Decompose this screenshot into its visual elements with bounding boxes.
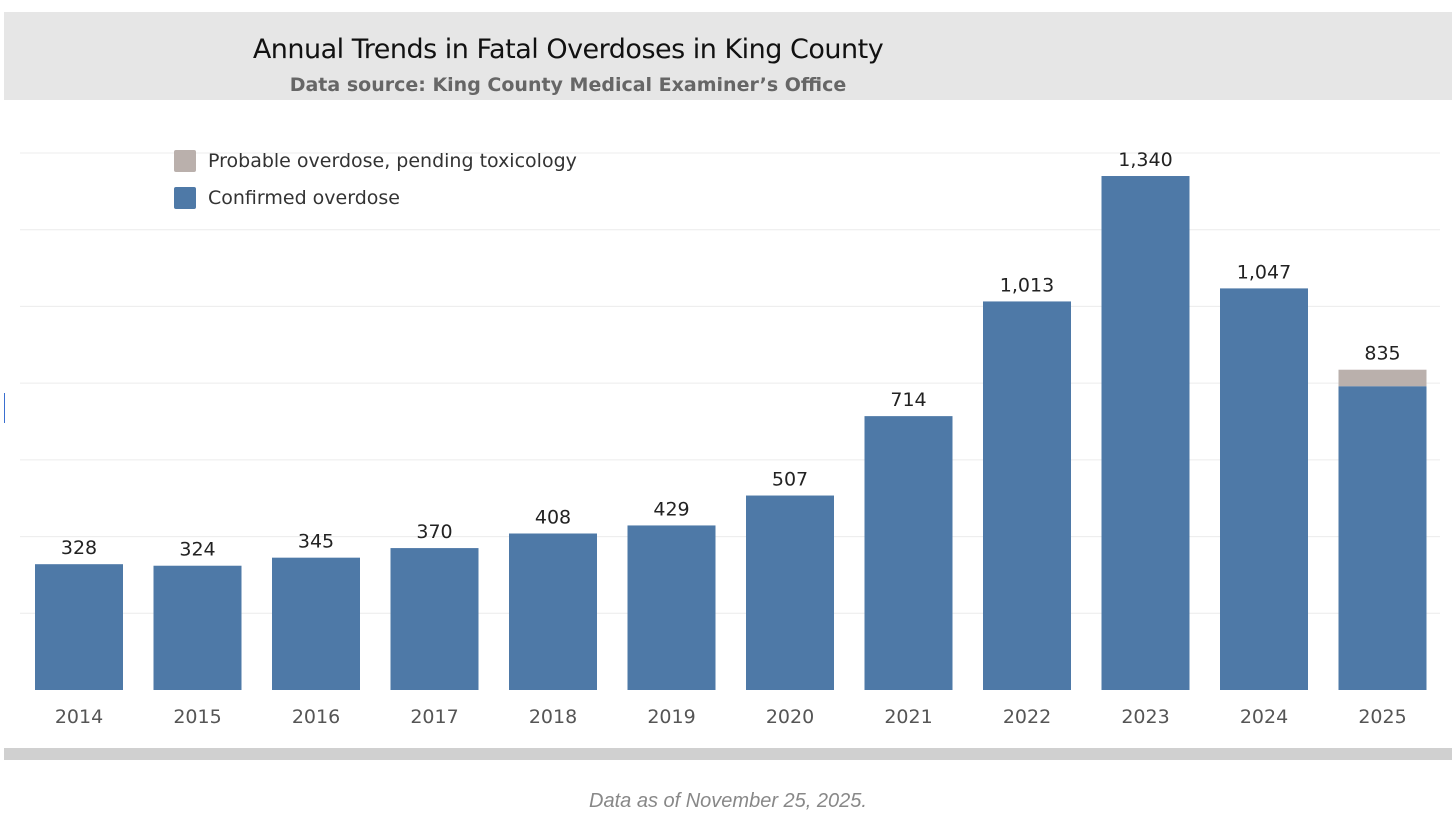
x-tick-label-2023: 2023	[1121, 706, 1169, 728]
data-label-2025: 835	[1364, 343, 1400, 365]
chart-title: Annual Trends in Fatal Overdoses in King…	[252, 34, 884, 65]
x-tick-label-2019: 2019	[647, 706, 695, 728]
legend-item-probable: Probable overdose, pending toxicology	[174, 150, 577, 172]
data-label-2017: 370	[416, 521, 452, 543]
bar-confirmed-2014	[35, 564, 123, 690]
bar-confirmed-2017	[390, 548, 479, 690]
bar-probable-2025	[1338, 369, 1427, 387]
data-label-2018: 408	[535, 507, 571, 529]
x-tick-label-2016: 2016	[292, 706, 340, 728]
x-tick-label-2021: 2021	[884, 706, 932, 728]
scrollbar[interactable]	[4, 748, 1452, 760]
bar-confirmed-2022	[983, 301, 1071, 690]
x-tick-label-2018: 2018	[529, 706, 577, 728]
x-tick-label-2014: 2014	[55, 706, 103, 728]
bar-confirmed-2019	[627, 525, 716, 690]
data-label-2019: 429	[653, 498, 689, 520]
x-tick-label-2020: 2020	[766, 706, 814, 728]
data-label-2016: 345	[298, 531, 334, 553]
bar-chart: 328 2014 324 2015 345 2016 370 2017 408 2018 429 20…	[20, 149, 1440, 728]
data-label-2014: 328	[61, 537, 97, 559]
x-tick-label-2024: 2024	[1240, 706, 1288, 728]
text-cursor	[4, 393, 5, 423]
x-tick-label-2015: 2015	[173, 706, 221, 728]
data-date-note: Data as of November 25, 2025.	[589, 790, 867, 812]
legend-label-confirmed: Confirmed overdose	[208, 187, 400, 209]
data-label-2024: 1,047	[1237, 261, 1291, 283]
data-label-2023: 1,340	[1118, 149, 1172, 171]
bar-confirmed-2016	[272, 557, 360, 690]
data-label-2020: 507	[772, 469, 808, 491]
x-tick-label-2025: 2025	[1358, 706, 1406, 728]
bar-confirmed-2025	[1338, 386, 1427, 690]
chart-subtitle: Data source: King County Medical Examine…	[289, 74, 847, 96]
bar-confirmed-2023	[1101, 176, 1190, 690]
data-label-2021: 714	[890, 389, 926, 411]
data-label-2015: 324	[179, 539, 215, 561]
x-tick-label-2017: 2017	[410, 706, 458, 728]
legend-swatch-probable	[174, 150, 196, 172]
bar-confirmed-2018	[509, 533, 597, 690]
bar-confirmed-2020	[746, 495, 834, 690]
legend-item-confirmed: Confirmed overdose	[174, 187, 400, 209]
bar-confirmed-2024	[1220, 288, 1308, 690]
x-tick-label-2022: 2022	[1003, 706, 1051, 728]
chart-header: Annual Trends in Fatal Overdoses in King…	[4, 12, 1452, 100]
legend-label-probable: Probable overdose, pending toxicology	[208, 150, 577, 172]
data-label-2022: 1,013	[1000, 274, 1054, 296]
bar-confirmed-2021	[864, 416, 953, 690]
legend-swatch-confirmed	[174, 187, 196, 209]
bar-confirmed-2015	[153, 565, 242, 690]
